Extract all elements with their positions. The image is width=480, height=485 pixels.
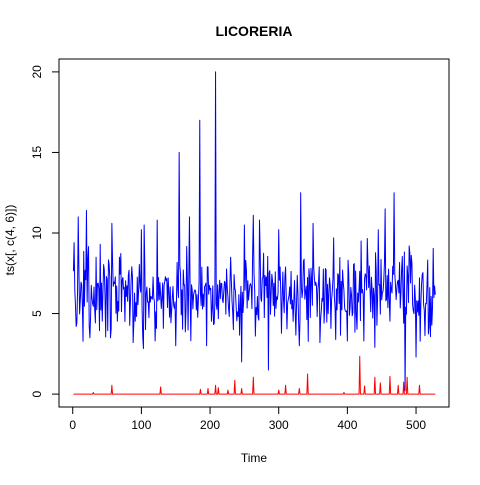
y-axis: 0 5 10 15 20 [30, 65, 60, 397]
series-line-blue [72, 71, 436, 392]
x-tick-label: 300 [269, 418, 289, 432]
series-line-red [73, 355, 436, 395]
x-tick-label: 200 [200, 418, 220, 432]
y-tick-label: 15 [30, 145, 44, 159]
x-axis-label: Time [241, 451, 268, 465]
y-axis-label: ts(x[, c(4, 6)]) [3, 205, 17, 276]
series-layer [72, 71, 436, 395]
x-tick-label: 0 [69, 418, 76, 432]
x-axis: 0 100 200 300 400 500 [69, 406, 426, 432]
y-tick-label: 5 [30, 310, 44, 317]
y-tick-label: 10 [30, 226, 44, 240]
chart-title: LICORERIA [216, 23, 293, 39]
y-tick-label: 20 [30, 65, 44, 79]
x-tick-label: 500 [406, 418, 426, 432]
x-tick-label: 400 [337, 418, 357, 432]
y-tick-label: 0 [30, 390, 44, 397]
x-tick-label: 100 [131, 418, 151, 432]
